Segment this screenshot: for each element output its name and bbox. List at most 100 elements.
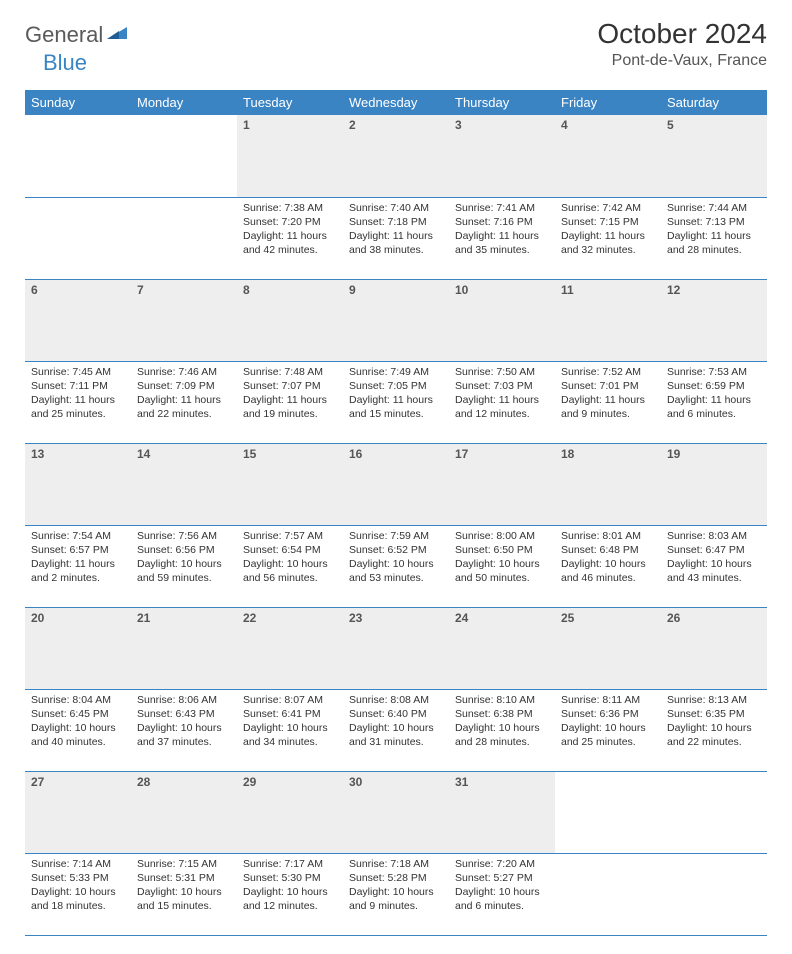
daynum-cell: 18 [555, 443, 661, 525]
day-cell: Sunrise: 7:18 AMSunset: 5:28 PMDaylight:… [343, 853, 449, 935]
day-body: Sunrise: 8:07 AMSunset: 6:41 PMDaylight:… [237, 690, 343, 756]
day-number: 9 [343, 280, 449, 300]
day-cell: Sunrise: 7:17 AMSunset: 5:30 PMDaylight:… [237, 853, 343, 935]
day-body: Sunrise: 7:41 AMSunset: 7:16 PMDaylight:… [449, 198, 555, 264]
daynum-cell [555, 771, 661, 853]
dow-header-row: SundayMondayTuesdayWednesdayThursdayFrid… [25, 90, 767, 115]
daynum-cell: 31 [449, 771, 555, 853]
dow-header: Saturday [661, 90, 767, 115]
day-cell [555, 853, 661, 935]
daynum-row: 2728293031 [25, 771, 767, 853]
daynum-cell: 13 [25, 443, 131, 525]
day-body: Sunrise: 7:54 AMSunset: 6:57 PMDaylight:… [25, 526, 131, 592]
daynum-cell [131, 115, 237, 197]
day-body: Sunrise: 7:44 AMSunset: 7:13 PMDaylight:… [661, 198, 767, 264]
day-cell: Sunrise: 7:41 AMSunset: 7:16 PMDaylight:… [449, 197, 555, 279]
day-cell: Sunrise: 7:56 AMSunset: 6:56 PMDaylight:… [131, 525, 237, 607]
daynum-row: 12345 [25, 115, 767, 197]
day-cell: Sunrise: 8:00 AMSunset: 6:50 PMDaylight:… [449, 525, 555, 607]
daynum-cell: 16 [343, 443, 449, 525]
daynum-cell [25, 115, 131, 197]
day-body: Sunrise: 7:14 AMSunset: 5:33 PMDaylight:… [25, 854, 131, 920]
day-cell: Sunrise: 7:45 AMSunset: 7:11 PMDaylight:… [25, 361, 131, 443]
day-cell [25, 197, 131, 279]
day-body: Sunrise: 8:06 AMSunset: 6:43 PMDaylight:… [131, 690, 237, 756]
daynum-cell: 24 [449, 607, 555, 689]
daynum-cell: 27 [25, 771, 131, 853]
day-body: Sunrise: 7:50 AMSunset: 7:03 PMDaylight:… [449, 362, 555, 428]
day-number: 17 [449, 444, 555, 464]
week-row: Sunrise: 8:04 AMSunset: 6:45 PMDaylight:… [25, 689, 767, 771]
day-body: Sunrise: 8:03 AMSunset: 6:47 PMDaylight:… [661, 526, 767, 592]
dow-header: Wednesday [343, 90, 449, 115]
day-cell: Sunrise: 7:42 AMSunset: 7:15 PMDaylight:… [555, 197, 661, 279]
day-cell: Sunrise: 8:11 AMSunset: 6:36 PMDaylight:… [555, 689, 661, 771]
logo-text-general: General [25, 22, 103, 48]
day-number: 13 [25, 444, 131, 464]
day-body: Sunrise: 7:49 AMSunset: 7:05 PMDaylight:… [343, 362, 449, 428]
daynum-row: 6789101112 [25, 279, 767, 361]
day-number: 5 [661, 115, 767, 135]
day-body: Sunrise: 7:20 AMSunset: 5:27 PMDaylight:… [449, 854, 555, 920]
day-number: 12 [661, 280, 767, 300]
day-body: Sunrise: 7:45 AMSunset: 7:11 PMDaylight:… [25, 362, 131, 428]
daynum-cell: 5 [661, 115, 767, 197]
daynum-cell: 14 [131, 443, 237, 525]
day-number: 28 [131, 772, 237, 792]
day-body: Sunrise: 7:56 AMSunset: 6:56 PMDaylight:… [131, 526, 237, 592]
day-number: 8 [237, 280, 343, 300]
day-body: Sunrise: 7:46 AMSunset: 7:09 PMDaylight:… [131, 362, 237, 428]
day-number: 4 [555, 115, 661, 135]
daynum-cell: 29 [237, 771, 343, 853]
day-cell: Sunrise: 7:40 AMSunset: 7:18 PMDaylight:… [343, 197, 449, 279]
week-row: Sunrise: 7:14 AMSunset: 5:33 PMDaylight:… [25, 853, 767, 935]
day-cell: Sunrise: 8:13 AMSunset: 6:35 PMDaylight:… [661, 689, 767, 771]
week-row: Sunrise: 7:38 AMSunset: 7:20 PMDaylight:… [25, 197, 767, 279]
day-cell: Sunrise: 7:49 AMSunset: 7:05 PMDaylight:… [343, 361, 449, 443]
day-cell: Sunrise: 7:52 AMSunset: 7:01 PMDaylight:… [555, 361, 661, 443]
day-cell: Sunrise: 8:04 AMSunset: 6:45 PMDaylight:… [25, 689, 131, 771]
daynum-cell: 12 [661, 279, 767, 361]
day-number: 3 [449, 115, 555, 135]
daynum-cell [661, 771, 767, 853]
day-cell: Sunrise: 7:44 AMSunset: 7:13 PMDaylight:… [661, 197, 767, 279]
daynum-cell: 26 [661, 607, 767, 689]
daynum-cell: 28 [131, 771, 237, 853]
day-cell: Sunrise: 7:20 AMSunset: 5:27 PMDaylight:… [449, 853, 555, 935]
day-number: 18 [555, 444, 661, 464]
dow-header: Tuesday [237, 90, 343, 115]
daynum-cell: 19 [661, 443, 767, 525]
title-block: October 2024 Pont-de-Vaux, France [597, 18, 767, 70]
day-number: 1 [237, 115, 343, 135]
day-body: Sunrise: 8:10 AMSunset: 6:38 PMDaylight:… [449, 690, 555, 756]
daynum-cell: 11 [555, 279, 661, 361]
day-cell: Sunrise: 7:14 AMSunset: 5:33 PMDaylight:… [25, 853, 131, 935]
day-body: Sunrise: 7:53 AMSunset: 6:59 PMDaylight:… [661, 362, 767, 428]
day-body: Sunrise: 7:15 AMSunset: 5:31 PMDaylight:… [131, 854, 237, 920]
day-number: 15 [237, 444, 343, 464]
day-body: Sunrise: 8:13 AMSunset: 6:35 PMDaylight:… [661, 690, 767, 756]
day-cell [661, 853, 767, 935]
daynum-cell: 23 [343, 607, 449, 689]
month-title: October 2024 [597, 18, 767, 50]
day-cell: Sunrise: 7:50 AMSunset: 7:03 PMDaylight:… [449, 361, 555, 443]
day-cell: Sunrise: 8:01 AMSunset: 6:48 PMDaylight:… [555, 525, 661, 607]
day-number: 14 [131, 444, 237, 464]
daynum-cell: 4 [555, 115, 661, 197]
daynum-row: 13141516171819 [25, 443, 767, 525]
day-cell: Sunrise: 8:06 AMSunset: 6:43 PMDaylight:… [131, 689, 237, 771]
day-body: Sunrise: 7:42 AMSunset: 7:15 PMDaylight:… [555, 198, 661, 264]
day-body: Sunrise: 7:57 AMSunset: 6:54 PMDaylight:… [237, 526, 343, 592]
day-number: 26 [661, 608, 767, 628]
day-cell: Sunrise: 7:48 AMSunset: 7:07 PMDaylight:… [237, 361, 343, 443]
day-number: 23 [343, 608, 449, 628]
daynum-cell: 7 [131, 279, 237, 361]
day-number: 29 [237, 772, 343, 792]
dow-header: Friday [555, 90, 661, 115]
day-body: Sunrise: 7:40 AMSunset: 7:18 PMDaylight:… [343, 198, 449, 264]
daynum-cell: 15 [237, 443, 343, 525]
day-cell: Sunrise: 8:07 AMSunset: 6:41 PMDaylight:… [237, 689, 343, 771]
day-cell: Sunrise: 7:38 AMSunset: 7:20 PMDaylight:… [237, 197, 343, 279]
daynum-cell: 17 [449, 443, 555, 525]
day-number: 10 [449, 280, 555, 300]
